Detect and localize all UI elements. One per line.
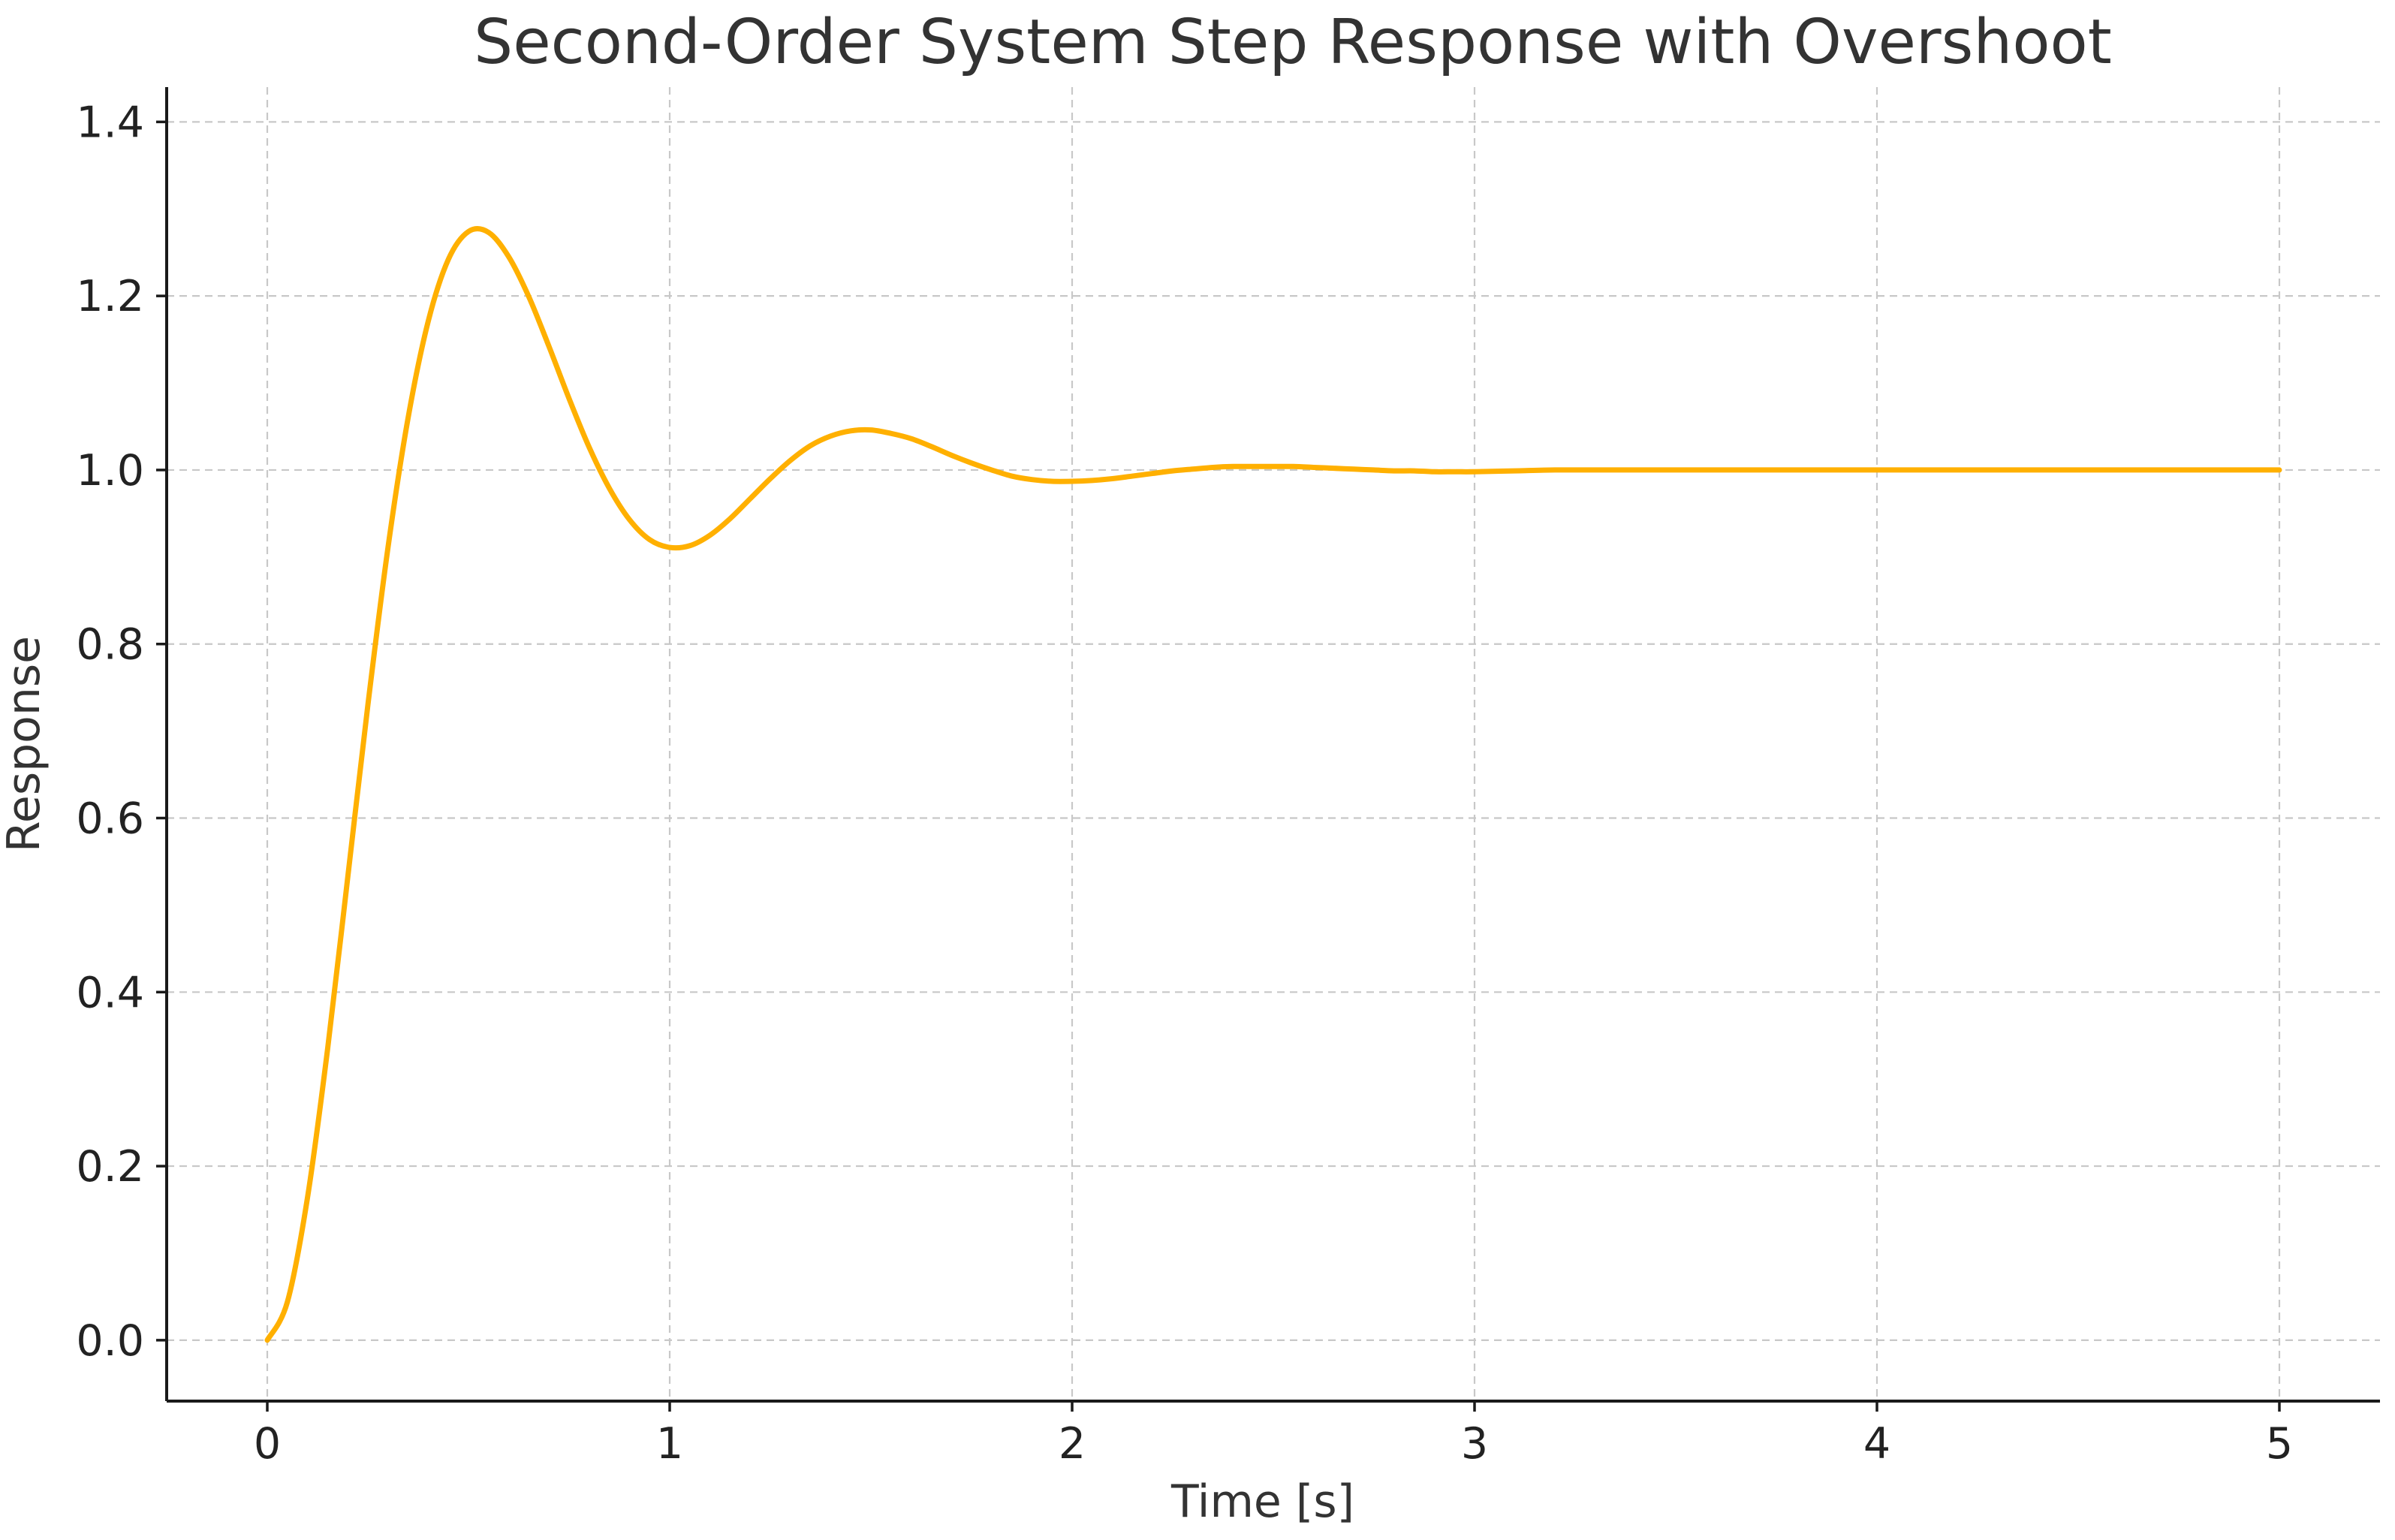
x-tick-label-3: 3 [1461, 1419, 1488, 1469]
x-axis-title: Time [s] [1170, 1475, 1354, 1528]
x-tick-label-0: 0 [254, 1419, 281, 1469]
x-tick-label-1: 1 [656, 1419, 683, 1469]
y-tick-label-7: 1.4 [76, 98, 144, 147]
axes-layer [165, 87, 2380, 1403]
y-tick-label-0: 0.0 [76, 1316, 144, 1366]
x-tick-label-2: 2 [1059, 1419, 1086, 1469]
x-tick-label-5: 5 [2266, 1419, 2293, 1469]
chart-title: Second-Order System Step Response with O… [474, 7, 2112, 78]
ticks-layer: 0 1 2 3 4 5 0.0 0.2 0.4 0.6 0.8 1.0 1.2 1.4 [76, 98, 2293, 1469]
y-axis-title: Response [0, 636, 50, 852]
y-tick-label-1: 0.2 [76, 1142, 144, 1192]
series-line-0 [264, 226, 2282, 1343]
y-tick-label-2: 0.4 [76, 968, 144, 1017]
grid-layer [167, 87, 2380, 1401]
y-tick-label-5: 1.0 [76, 446, 144, 496]
series-layer [264, 226, 2282, 1343]
y-tick-label-6: 1.2 [76, 272, 144, 321]
y-tick-label-3: 0.6 [76, 794, 144, 844]
y-tick-label-4: 0.8 [76, 620, 144, 670]
x-tick-label-4: 4 [1863, 1419, 1890, 1469]
